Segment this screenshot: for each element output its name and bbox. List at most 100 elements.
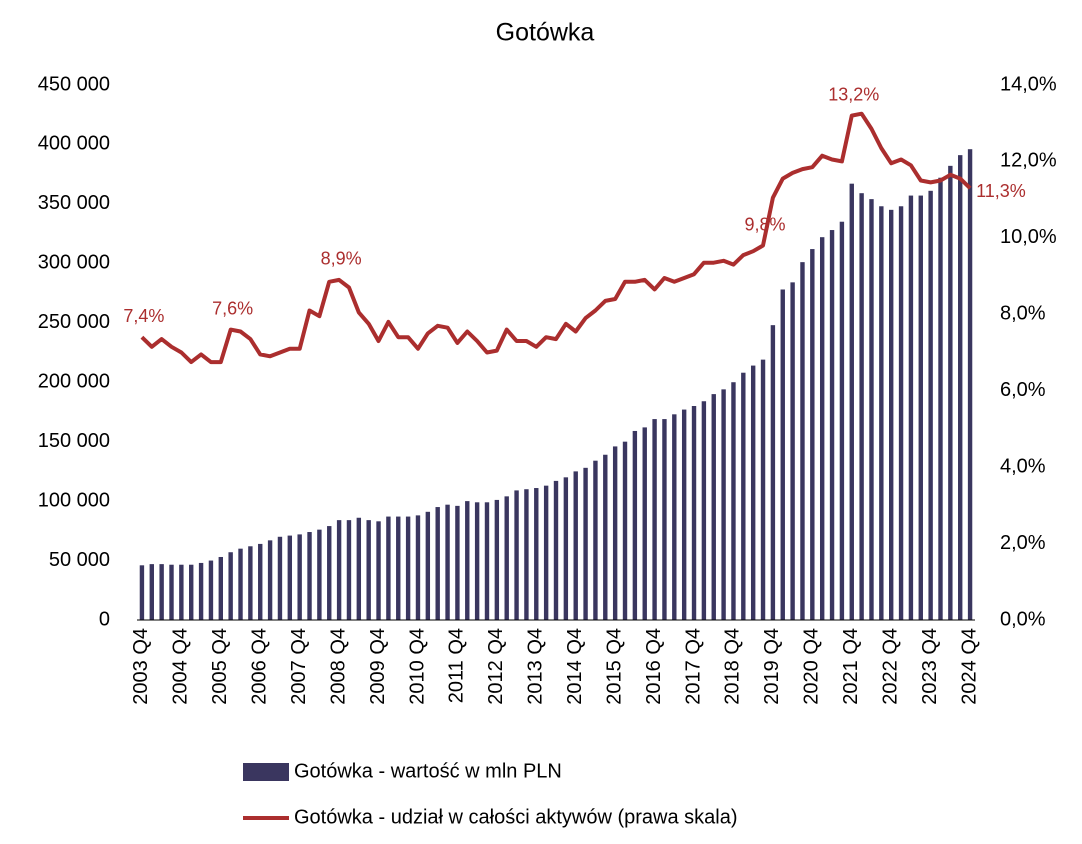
bar [770,325,776,620]
bar [573,471,578,620]
y2-tick-label: 12,0% [1000,150,1057,172]
bar [593,460,598,620]
bar [652,419,657,620]
bar [810,249,815,621]
bar [948,165,953,620]
bar [228,552,233,620]
bar [297,534,302,620]
y-tick-label: 350 000 [38,192,110,214]
bar [958,155,963,620]
y-tick-label: 400 000 [38,133,110,155]
y-tick-label: 100 000 [38,489,110,511]
y2-tick-label: 2,0% [1000,532,1046,554]
bar [859,193,864,620]
bar [169,564,174,620]
bar [494,499,500,620]
x-tick-label: 2016 Q4 [643,628,665,705]
bar [238,548,243,620]
bar [484,502,490,620]
x-tick-label: 2017 Q4 [682,628,704,705]
bar [691,406,697,620]
bar [317,529,322,620]
bar [800,262,805,620]
x-tick-label: 2020 Q4 [801,628,823,705]
bar [583,467,588,620]
bar [839,221,845,620]
bar [553,480,559,620]
bar [790,282,795,620]
x-tick-label: 2007 Q4 [288,628,310,705]
y2-tick-label: 8,0% [1000,303,1046,325]
x-tick-label: 2014 Q4 [564,628,586,705]
y-tick-label: 0 [99,608,110,630]
x-tick-label: 2023 Q4 [919,628,941,705]
y2-tick-label: 10,0% [1000,226,1057,248]
bar [967,149,973,620]
bar [879,206,884,620]
legend-swatch [243,763,289,781]
x-tick-label: 2010 Q4 [406,628,428,705]
x-tick-label: 2009 Q4 [367,628,389,705]
x-tick-label: 2005 Q4 [209,628,231,705]
bar [711,394,716,620]
chart-title: Gotówka [496,19,595,47]
y2-tick-label: 14,0% [1000,73,1057,95]
bar [760,359,766,620]
bar [681,409,687,620]
bar [386,516,391,620]
bar [849,183,854,620]
bar [928,190,933,621]
y2-tick-label: 6,0% [1000,379,1046,401]
bar [198,562,204,620]
line [140,111,972,365]
bar [139,565,145,620]
y-tick-label: 50 000 [49,549,110,571]
bar [514,490,519,620]
data-label: 13,2% [828,84,879,104]
bar [465,501,470,620]
bar [750,365,756,620]
bar [307,532,312,620]
bar [376,521,381,620]
bar [642,427,647,620]
x-tick-label: 2006 Q4 [249,628,271,705]
data-label: 9,8% [745,214,786,234]
bar [543,485,549,620]
bar [918,195,923,621]
bar [474,502,480,620]
bar [898,206,904,620]
x-tick-label: 2018 Q4 [722,628,744,705]
bar [258,543,263,620]
x-tick-label: 2004 Q4 [170,628,192,705]
bar [435,507,440,620]
x-tick-label: 2021 Q4 [840,628,862,705]
bar [366,520,371,620]
x-tick-label: 2022 Q4 [879,628,901,705]
x-tick-label: 2019 Q4 [761,628,783,705]
legend-label: Gotówka - wartość w mln PLN [294,760,562,782]
bar [287,535,293,620]
bar [672,414,677,620]
bar [179,564,184,620]
bar [336,520,342,620]
bar [248,546,253,620]
data-label: 7,4% [123,306,164,326]
x-tick-label: 2008 Q4 [327,628,349,705]
bar [701,401,707,620]
bar [208,560,214,620]
y-tick-label: 300 000 [38,252,110,274]
bar [405,516,411,620]
bar [218,556,223,620]
data-label: 8,9% [321,249,362,269]
bar [524,489,529,620]
bar [534,488,539,620]
bar [662,419,667,620]
y2-tick-label: 4,0% [1000,455,1046,477]
bar [819,237,825,620]
bar [346,520,352,620]
bar [425,511,431,620]
bar [780,289,785,620]
bar [504,496,509,620]
bar [563,477,569,620]
